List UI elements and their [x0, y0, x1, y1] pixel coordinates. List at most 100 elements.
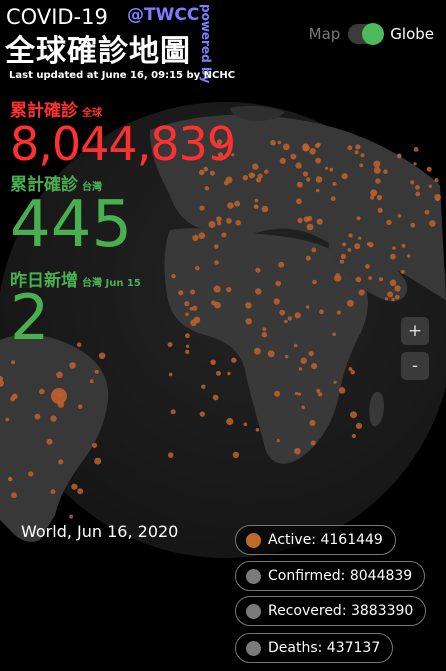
case-dot[interactable] [306, 305, 310, 309]
case-dot[interactable] [192, 305, 198, 311]
case-dot[interactable] [227, 371, 231, 376]
case-dot[interactable] [5, 417, 9, 422]
zoom-out-button[interactable]: - [401, 352, 429, 380]
case-dot[interactable] [92, 442, 98, 448]
case-dot[interactable] [214, 244, 219, 249]
case-dot[interactable] [209, 170, 215, 176]
case-dot[interactable] [370, 189, 378, 197]
case-dot[interactable] [368, 276, 372, 280]
case-dot[interactable] [34, 413, 41, 420]
case-dot[interactable] [201, 384, 206, 389]
view-toggle-switch[interactable] [348, 23, 385, 45]
case-dot[interactable] [242, 175, 249, 181]
case-dot[interactable] [11, 360, 15, 365]
case-dot[interactable] [365, 264, 370, 269]
case-dot[interactable] [355, 276, 362, 283]
case-dot[interactable] [410, 222, 416, 228]
case-dot[interactable] [243, 422, 248, 427]
case-dot[interactable] [232, 451, 240, 459]
case-dot[interactable] [221, 232, 227, 238]
case-dot[interactable] [295, 162, 302, 169]
case-dot[interactable] [426, 166, 432, 172]
case-dot[interactable] [336, 310, 341, 315]
case-dot[interactable] [50, 415, 57, 422]
case-dot[interactable] [235, 220, 241, 226]
case-dot[interactable] [223, 180, 229, 186]
legend-recovered-button[interactable]: Recovered: 3883390 [235, 596, 427, 626]
case-dot[interactable] [308, 350, 314, 357]
case-dot[interactable] [294, 312, 301, 319]
case-dot[interactable] [245, 302, 252, 309]
case-dot[interactable] [413, 162, 417, 166]
case-dot[interactable] [217, 152, 223, 158]
case-dot[interactable] [213, 285, 221, 293]
case-dot[interactable] [333, 380, 337, 384]
case-dot[interactable] [384, 297, 389, 301]
zoom-in-button[interactable]: + [401, 317, 429, 345]
legend-active-button[interactable]: Active: 4161449 [235, 525, 396, 555]
legend-deaths-button[interactable]: Deaths: 437137 [235, 633, 394, 663]
case-dot[interactable] [234, 200, 241, 207]
case-dot[interactable] [231, 357, 237, 363]
case-dot[interactable] [204, 186, 210, 191]
case-dot[interactable] [330, 196, 336, 202]
case-dot[interactable] [253, 204, 259, 209]
case-dot[interactable] [199, 205, 205, 211]
case-dot[interactable] [11, 492, 17, 499]
case-dot[interactable] [347, 299, 354, 307]
case-dot[interactable] [435, 197, 440, 202]
case-dot[interactable] [278, 261, 285, 268]
case-dot[interactable] [301, 405, 306, 410]
case-dot[interactable] [397, 214, 402, 218]
case-dot[interactable] [8, 476, 13, 482]
case-dot[interactable] [270, 139, 276, 146]
case-dot[interactable] [315, 157, 321, 164]
case-dot[interactable] [217, 221, 222, 226]
globe-view-option[interactable]: Globe [390, 25, 434, 43]
case-dot[interactable] [78, 404, 83, 409]
case-dot[interactable] [245, 318, 252, 325]
case-dot[interactable] [231, 153, 235, 157]
case-dot[interactable] [251, 173, 256, 177]
case-dot[interactable] [0, 379, 4, 387]
case-dot[interactable] [210, 359, 216, 366]
case-dot[interactable] [296, 181, 303, 188]
case-dot[interactable] [339, 259, 344, 264]
case-dot[interactable] [297, 217, 303, 224]
case-dot[interactable] [199, 411, 205, 417]
case-dot[interactable] [340, 253, 346, 260]
case-dot[interactable] [312, 279, 317, 285]
case-dot[interactable] [334, 274, 342, 282]
case-dot[interactable] [358, 236, 362, 240]
case-dot[interactable] [185, 349, 190, 354]
case-dot[interactable] [28, 471, 34, 477]
case-dot[interactable] [178, 290, 184, 296]
case-dot[interactable] [252, 163, 259, 170]
case-dot[interactable] [192, 234, 199, 241]
case-dot[interactable] [354, 243, 361, 250]
case-dot[interactable] [89, 379, 94, 384]
case-dot[interactable] [375, 178, 381, 184]
case-dot[interactable] [338, 387, 346, 394]
case-dot[interactable] [275, 280, 282, 287]
case-dot[interactable] [391, 297, 395, 302]
case-dot[interactable] [184, 301, 190, 307]
case-dot[interactable] [309, 148, 316, 155]
case-dot[interactable] [373, 166, 381, 174]
case-dot[interactable] [350, 369, 356, 375]
case-dot[interactable] [347, 248, 352, 252]
case-dot[interactable] [428, 184, 432, 188]
case-dot[interactable] [167, 452, 174, 458]
case-dot[interactable] [387, 291, 394, 298]
case-dot[interactable] [302, 143, 310, 151]
case-dot[interactable] [355, 144, 361, 150]
case-dot[interactable] [94, 369, 99, 374]
case-dot[interactable] [351, 433, 356, 439]
case-dot[interactable] [316, 218, 323, 225]
case-dot[interactable] [315, 188, 320, 193]
case-dot[interactable] [216, 139, 223, 145]
case-dot[interactable] [254, 347, 261, 355]
case-dot[interactable] [329, 167, 334, 172]
case-dot[interactable] [261, 332, 268, 338]
case-dot[interactable] [185, 333, 190, 339]
